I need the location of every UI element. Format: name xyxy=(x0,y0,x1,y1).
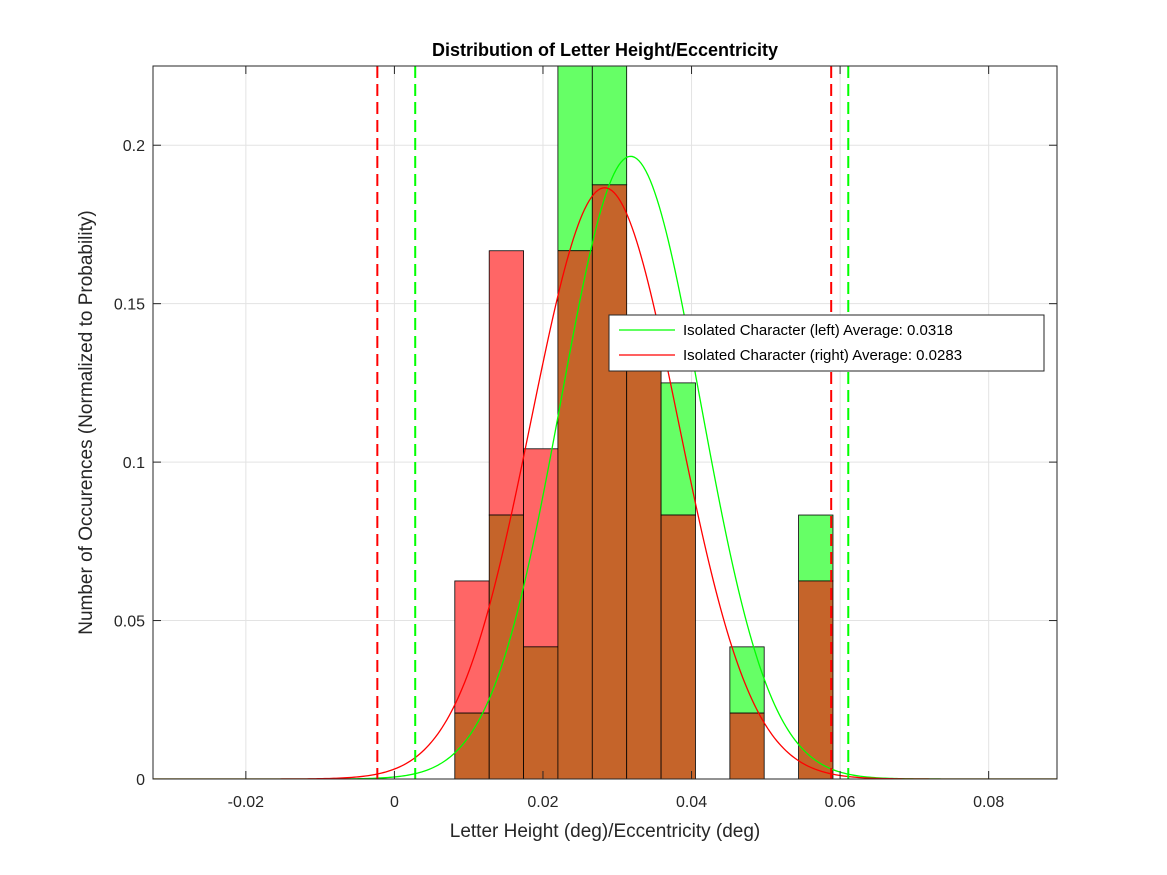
legend-box xyxy=(608,314,1045,372)
x-tick-label: 0.08 xyxy=(973,794,1004,811)
y-axis-label: Number of Occurences (Normalized to Prob… xyxy=(76,210,97,635)
histogram-bar-overlap xyxy=(591,184,628,779)
plot-frame xyxy=(152,65,1058,780)
histogram-bar-overlap xyxy=(729,712,765,779)
y-tick-label: 0 xyxy=(136,772,145,789)
histogram-bar-excess xyxy=(557,66,593,252)
x-tick-label: 0.02 xyxy=(527,794,558,811)
histogram-bar-overlap xyxy=(557,250,593,779)
histogram-bar-overlap xyxy=(454,712,490,779)
histogram-bar-excess xyxy=(660,382,696,516)
x-axis-label: Letter Height (deg)/Eccentricity (deg) xyxy=(450,821,760,842)
y-tick-label: 0.2 xyxy=(123,138,145,155)
histogram-bar-excess xyxy=(488,250,524,516)
histogram-bar-overlap xyxy=(488,514,524,779)
x-tick-label: -0.02 xyxy=(228,794,265,811)
bound-lines xyxy=(376,66,850,779)
histogram-bars xyxy=(454,66,834,779)
x-tick-label: 0 xyxy=(390,794,399,811)
legend-entry-right: Isolated Character (right) Average: 0.02… xyxy=(683,347,962,364)
histogram-bar-overlap xyxy=(660,514,696,779)
y-tick-label: 0.05 xyxy=(114,614,145,631)
x-tick-label: 0.06 xyxy=(825,794,856,811)
histogram-bar-overlap xyxy=(626,316,662,779)
histogram-bar-overlap xyxy=(798,580,834,779)
histogram-bar-excess xyxy=(523,448,559,648)
legend-entry-left: Isolated Character (left) Average: 0.031… xyxy=(683,322,953,339)
histogram-bar-excess xyxy=(591,66,628,186)
histogram-bar-excess xyxy=(798,514,834,582)
x-tick-label: 0.04 xyxy=(676,794,707,811)
chart-title: Distribution of Letter Height/Eccentrici… xyxy=(432,40,778,60)
y-tick-label: 0.15 xyxy=(114,297,145,314)
y-tick-label: 0.1 xyxy=(123,455,145,472)
histogram-bar-overlap xyxy=(523,646,559,779)
legend[interactable]: Isolated Character (left) Average: 0.031… xyxy=(608,314,1045,372)
axis-ticks: -0.02 0 0.02 0.04 0.06 0.08 0 0.05 0.1 0.15 0.2 xyxy=(114,66,1057,811)
